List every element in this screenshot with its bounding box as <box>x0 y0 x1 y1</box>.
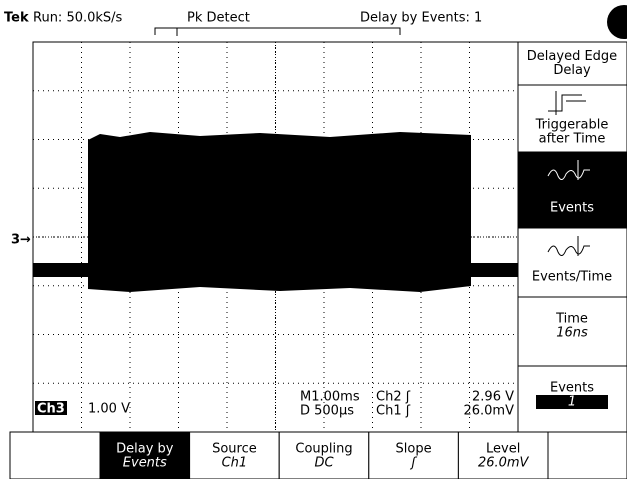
bottom-menu-value: 26.0mV <box>478 456 530 471</box>
bottom-menu-value: Events <box>123 456 167 471</box>
side-menu-label: after Time <box>539 132 606 147</box>
side-menu-label: Events <box>550 201 594 216</box>
side-menu-button[interactable] <box>517 84 627 153</box>
delayed-timebase: D 500µs <box>300 404 354 419</box>
delayed-trigger-level: 26.0mV <box>463 404 514 419</box>
side-menu-button[interactable] <box>517 151 627 229</box>
bottom-menu-button[interactable] <box>99 431 191 479</box>
menu-icon <box>547 160 590 180</box>
bottom-menu-label: Source <box>212 442 257 457</box>
side-menu-button[interactable] <box>517 227 627 298</box>
bottom-menu-value: DC <box>314 456 334 471</box>
main-trigger-level: 2.96 V <box>472 390 514 405</box>
bottom-menu-value: ʃ <box>409 456 417 471</box>
channel-label: Ch3 <box>37 402 65 417</box>
side-menu-label: Delay <box>553 63 591 78</box>
side-menu-button[interactable] <box>517 296 627 367</box>
waveform-burst <box>88 132 471 292</box>
side-menu-label: Triggerable <box>535 118 609 133</box>
value-box <box>536 395 608 409</box>
bottom-menu-label: Level <box>486 442 520 457</box>
bottom-menu-button[interactable] <box>189 431 280 479</box>
side-menu-label: Delayed Edge <box>527 49 617 64</box>
channel-badge <box>35 401 67 415</box>
bottom-menu-label: Slope <box>396 442 432 457</box>
side-menu-value: 1 <box>568 395 576 410</box>
channel-marker: 3→ <box>11 233 31 248</box>
acquisition-status: Run: 50.0kS/s <box>33 11 123 26</box>
delay-status: Delay by Events: 1 <box>360 11 482 26</box>
acquisition-mode: Pk Detect <box>187 11 250 26</box>
channel-scale: 1.00 V <box>88 402 130 417</box>
bottom-menu-label: Delay by <box>116 442 174 457</box>
side-menu-label: Time <box>555 312 588 327</box>
record-bracket <box>154 27 401 36</box>
waveform-baseline-left <box>33 263 89 277</box>
bottom-menu-empty[interactable] <box>9 431 101 479</box>
brand: Tek <box>4 11 29 26</box>
menu-icon <box>547 236 590 256</box>
waveform-baseline-right <box>470 263 518 277</box>
menu-icon <box>548 91 586 115</box>
side-menu-button[interactable] <box>517 41 627 86</box>
side-menu-value: 16ns <box>556 326 588 341</box>
bottom-menu-value: Ch1 <box>222 456 248 471</box>
logo-circle <box>607 5 627 39</box>
main-trigger-source: Ch2 ʃ <box>376 390 411 405</box>
bottom-menu-button[interactable] <box>457 431 549 479</box>
bottom-menu-label: Coupling <box>295 442 352 457</box>
side-menu-label: Events/Time <box>532 270 612 285</box>
delayed-trigger-source: Ch1 ʃ <box>376 404 411 419</box>
bottom-menu-empty[interactable] <box>547 431 627 479</box>
side-menu-label: Events <box>550 381 594 396</box>
main-timebase: M1.00ms <box>300 390 360 405</box>
